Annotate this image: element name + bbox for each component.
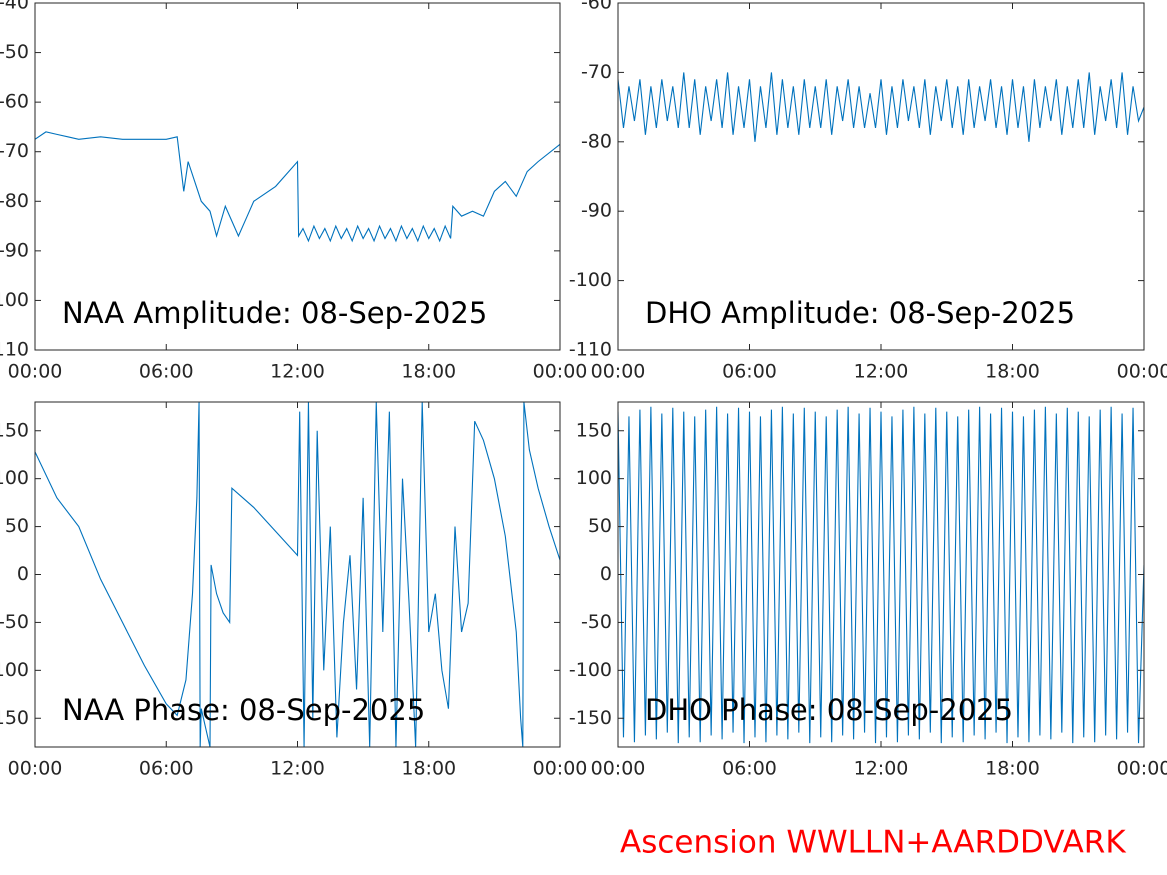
x-tick-label: 06:00 <box>139 758 194 780</box>
y-tick-label: 100 <box>576 467 612 489</box>
chart-title: NAA Phase: 08-Sep-2025 <box>62 693 425 727</box>
data-line <box>35 131 560 243</box>
chart-title: NAA Amplitude: 08-Sep-2025 <box>62 296 487 330</box>
chart-title: DHO Amplitude: 08-Sep-2025 <box>645 296 1075 330</box>
x-tick-label: 12:00 <box>854 758 909 780</box>
x-tick-label: 06:00 <box>139 361 194 383</box>
x-tick-label: 12:00 <box>270 361 325 383</box>
y-tick-label: 0 <box>600 563 612 585</box>
y-tick-label: -110 <box>0 339 29 361</box>
plot-area <box>618 406 1144 744</box>
data-line <box>35 402 560 747</box>
x-tick-label: 00:00 <box>1117 758 1167 780</box>
y-tick-label: -90 <box>0 239 29 261</box>
y-tick-label: -50 <box>581 611 612 633</box>
x-tick-label: 00:00 <box>533 361 588 383</box>
x-tick-label: 00:00 <box>591 361 646 383</box>
y-tick-label: -60 <box>0 91 29 113</box>
data-line <box>618 406 1144 744</box>
y-tick-label: -80 <box>0 190 29 212</box>
x-tick-label: 00:00 <box>8 361 63 383</box>
x-tick-label: 06:00 <box>722 361 777 383</box>
y-tick-label: -100 <box>0 659 29 681</box>
y-tick-label: 100 <box>0 467 29 489</box>
x-tick-label: 00:00 <box>1117 361 1167 383</box>
y-tick-label: -100 <box>0 289 29 311</box>
footer: Ascension WWLLN+AARDDVARK <box>620 825 1126 861</box>
y-tick-label: 0 <box>17 563 29 585</box>
x-tick-label: 18:00 <box>985 758 1040 780</box>
plot-area <box>618 72 1144 142</box>
y-tick-label: -70 <box>0 140 29 162</box>
x-tick-label: 06:00 <box>722 758 777 780</box>
data-line <box>618 72 1144 142</box>
x-tick-label: 12:00 <box>854 361 909 383</box>
x-tick-label: 18:00 <box>401 361 456 383</box>
y-tick-label: -90 <box>581 200 612 222</box>
y-tick-label: -150 <box>569 707 612 729</box>
y-tick-label: 150 <box>0 419 29 441</box>
y-tick-label: -110 <box>569 339 612 361</box>
x-tick-label: 12:00 <box>270 758 325 780</box>
x-tick-label: 00:00 <box>8 758 63 780</box>
y-tick-label: -70 <box>581 61 612 83</box>
y-tick-label: -100 <box>569 659 612 681</box>
y-tick-label: 50 <box>588 515 612 537</box>
plot-area <box>35 402 560 747</box>
x-tick-label: 00:00 <box>533 758 588 780</box>
x-tick-label: 00:00 <box>591 758 646 780</box>
x-tick-label: 18:00 <box>401 758 456 780</box>
x-tick-label: 18:00 <box>985 361 1040 383</box>
chart-title: DHO Phase: 08-Sep-2025 <box>645 693 1013 727</box>
y-tick-label: -50 <box>0 611 29 633</box>
y-tick-label: -60 <box>581 0 612 14</box>
y-tick-label: -40 <box>0 0 29 14</box>
y-tick-label: -150 <box>0 707 29 729</box>
plot-area <box>35 131 560 243</box>
y-tick-label: 50 <box>5 515 29 537</box>
y-tick-label: -50 <box>0 41 29 63</box>
y-tick-label: -100 <box>569 269 612 291</box>
y-tick-label: -80 <box>581 130 612 152</box>
y-tick-label: 150 <box>576 419 612 441</box>
